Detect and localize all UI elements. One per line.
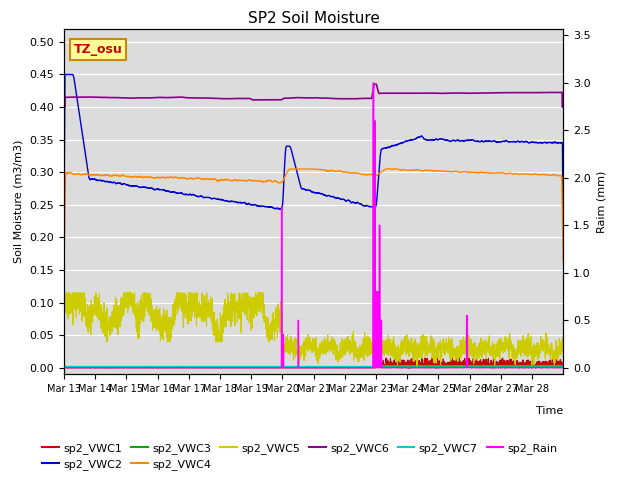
- sp2_VWC1: [382, 355, 390, 361]
- sp2_VWC7: [372, 363, 380, 369]
- sp2_VWC7: [421, 363, 429, 369]
- sp2_Rain: [453, 365, 461, 371]
- sp2_Rain: [559, 365, 567, 371]
- sp2_VWC7: [163, 364, 170, 370]
- sp2_Rain: [378, 317, 385, 323]
- sp2_VWC2: [453, 137, 461, 143]
- sp2_VWC3: [142, 364, 150, 370]
- sp2_VWC7: [554, 363, 561, 369]
- sp2_VWC4: [421, 168, 429, 173]
- sp2_Rain: [369, 80, 377, 86]
- sp2_VWC6: [378, 90, 385, 96]
- sp2_VWC7: [378, 363, 385, 369]
- sp2_VWC3: [554, 365, 562, 371]
- sp2_VWC6: [559, 104, 567, 110]
- sp2_Rain: [554, 365, 561, 371]
- sp2_VWC4: [383, 166, 391, 171]
- Text: Time: Time: [536, 406, 563, 416]
- sp2_VWC4: [559, 259, 567, 265]
- sp2_VWC3: [559, 364, 567, 370]
- Title: SP2 Soil Moisture: SP2 Soil Moisture: [248, 11, 380, 26]
- sp2_Rain: [60, 365, 68, 371]
- sp2_VWC3: [422, 364, 429, 370]
- sp2_VWC1: [453, 362, 461, 368]
- sp2_Rain: [483, 365, 491, 371]
- sp2_VWC2: [421, 136, 429, 142]
- sp2_VWC3: [453, 364, 461, 370]
- sp2_VWC3: [273, 365, 280, 371]
- sp2_VWC5: [483, 344, 491, 349]
- sp2_Rain: [163, 365, 170, 371]
- Line: sp2_VWC2: sp2_VWC2: [64, 74, 563, 236]
- sp2_VWC6: [60, 104, 68, 110]
- Line: sp2_VWC1: sp2_VWC1: [64, 358, 563, 368]
- sp2_VWC6: [483, 90, 491, 96]
- sp2_VWC1: [559, 361, 567, 367]
- sp2_VWC5: [453, 356, 461, 362]
- sp2_VWC2: [163, 188, 170, 194]
- Line: sp2_VWC5: sp2_VWC5: [64, 293, 563, 368]
- Line: sp2_VWC3: sp2_VWC3: [64, 367, 563, 368]
- Line: sp2_VWC7: sp2_VWC7: [64, 366, 563, 367]
- sp2_VWC4: [60, 267, 68, 273]
- sp2_VWC2: [483, 139, 491, 144]
- Line: sp2_VWC4: sp2_VWC4: [64, 168, 563, 270]
- Legend: sp2_VWC1, sp2_VWC2, sp2_VWC3, sp2_VWC4, sp2_VWC5, sp2_VWC6, sp2_VWC7, sp2_Rain: sp2_VWC1, sp2_VWC2, sp2_VWC3, sp2_VWC4, …: [38, 438, 563, 474]
- Text: TZ_osu: TZ_osu: [74, 43, 123, 56]
- sp2_VWC4: [483, 170, 491, 176]
- sp2_VWC1: [421, 362, 429, 368]
- sp2_VWC4: [554, 173, 561, 179]
- sp2_VWC7: [559, 363, 567, 369]
- sp2_VWC7: [483, 363, 491, 369]
- sp2_VWC4: [453, 168, 461, 174]
- sp2_VWC5: [60, 295, 68, 300]
- sp2_VWC5: [378, 344, 385, 349]
- sp2_VWC1: [483, 362, 491, 368]
- sp2_VWC6: [453, 90, 461, 96]
- sp2_VWC7: [453, 363, 461, 369]
- sp2_VWC2: [61, 72, 68, 77]
- sp2_VWC2: [378, 147, 385, 153]
- sp2_VWC5: [63, 290, 70, 296]
- sp2_VWC5: [163, 334, 170, 340]
- sp2_VWC3: [163, 364, 170, 370]
- sp2_VWC3: [483, 364, 491, 370]
- sp2_Rain: [421, 365, 429, 371]
- sp2_VWC4: [377, 169, 385, 175]
- sp2_VWC4: [163, 175, 170, 180]
- sp2_VWC6: [421, 90, 429, 96]
- sp2_VWC2: [559, 233, 567, 239]
- Line: sp2_VWC6: sp2_VWC6: [64, 84, 563, 107]
- sp2_VWC6: [163, 95, 170, 100]
- sp2_VWC5: [554, 350, 562, 356]
- Y-axis label: Soil Moisture (m3/m3): Soil Moisture (m3/m3): [14, 140, 24, 264]
- sp2_VWC3: [60, 365, 68, 371]
- sp2_VWC1: [377, 365, 385, 371]
- Y-axis label: Raim (mm): Raim (mm): [596, 170, 606, 233]
- sp2_VWC2: [554, 140, 561, 146]
- sp2_VWC1: [163, 365, 170, 371]
- sp2_VWC3: [378, 364, 385, 370]
- sp2_VWC6: [554, 90, 561, 96]
- sp2_VWC7: [60, 364, 68, 370]
- sp2_VWC6: [370, 81, 378, 87]
- sp2_VWC2: [60, 218, 68, 224]
- sp2_VWC1: [554, 365, 561, 371]
- sp2_VWC5: [413, 365, 421, 371]
- sp2_VWC1: [60, 365, 68, 371]
- sp2_VWC5: [422, 340, 429, 346]
- sp2_VWC5: [559, 340, 567, 346]
- Line: sp2_Rain: sp2_Rain: [64, 83, 563, 368]
